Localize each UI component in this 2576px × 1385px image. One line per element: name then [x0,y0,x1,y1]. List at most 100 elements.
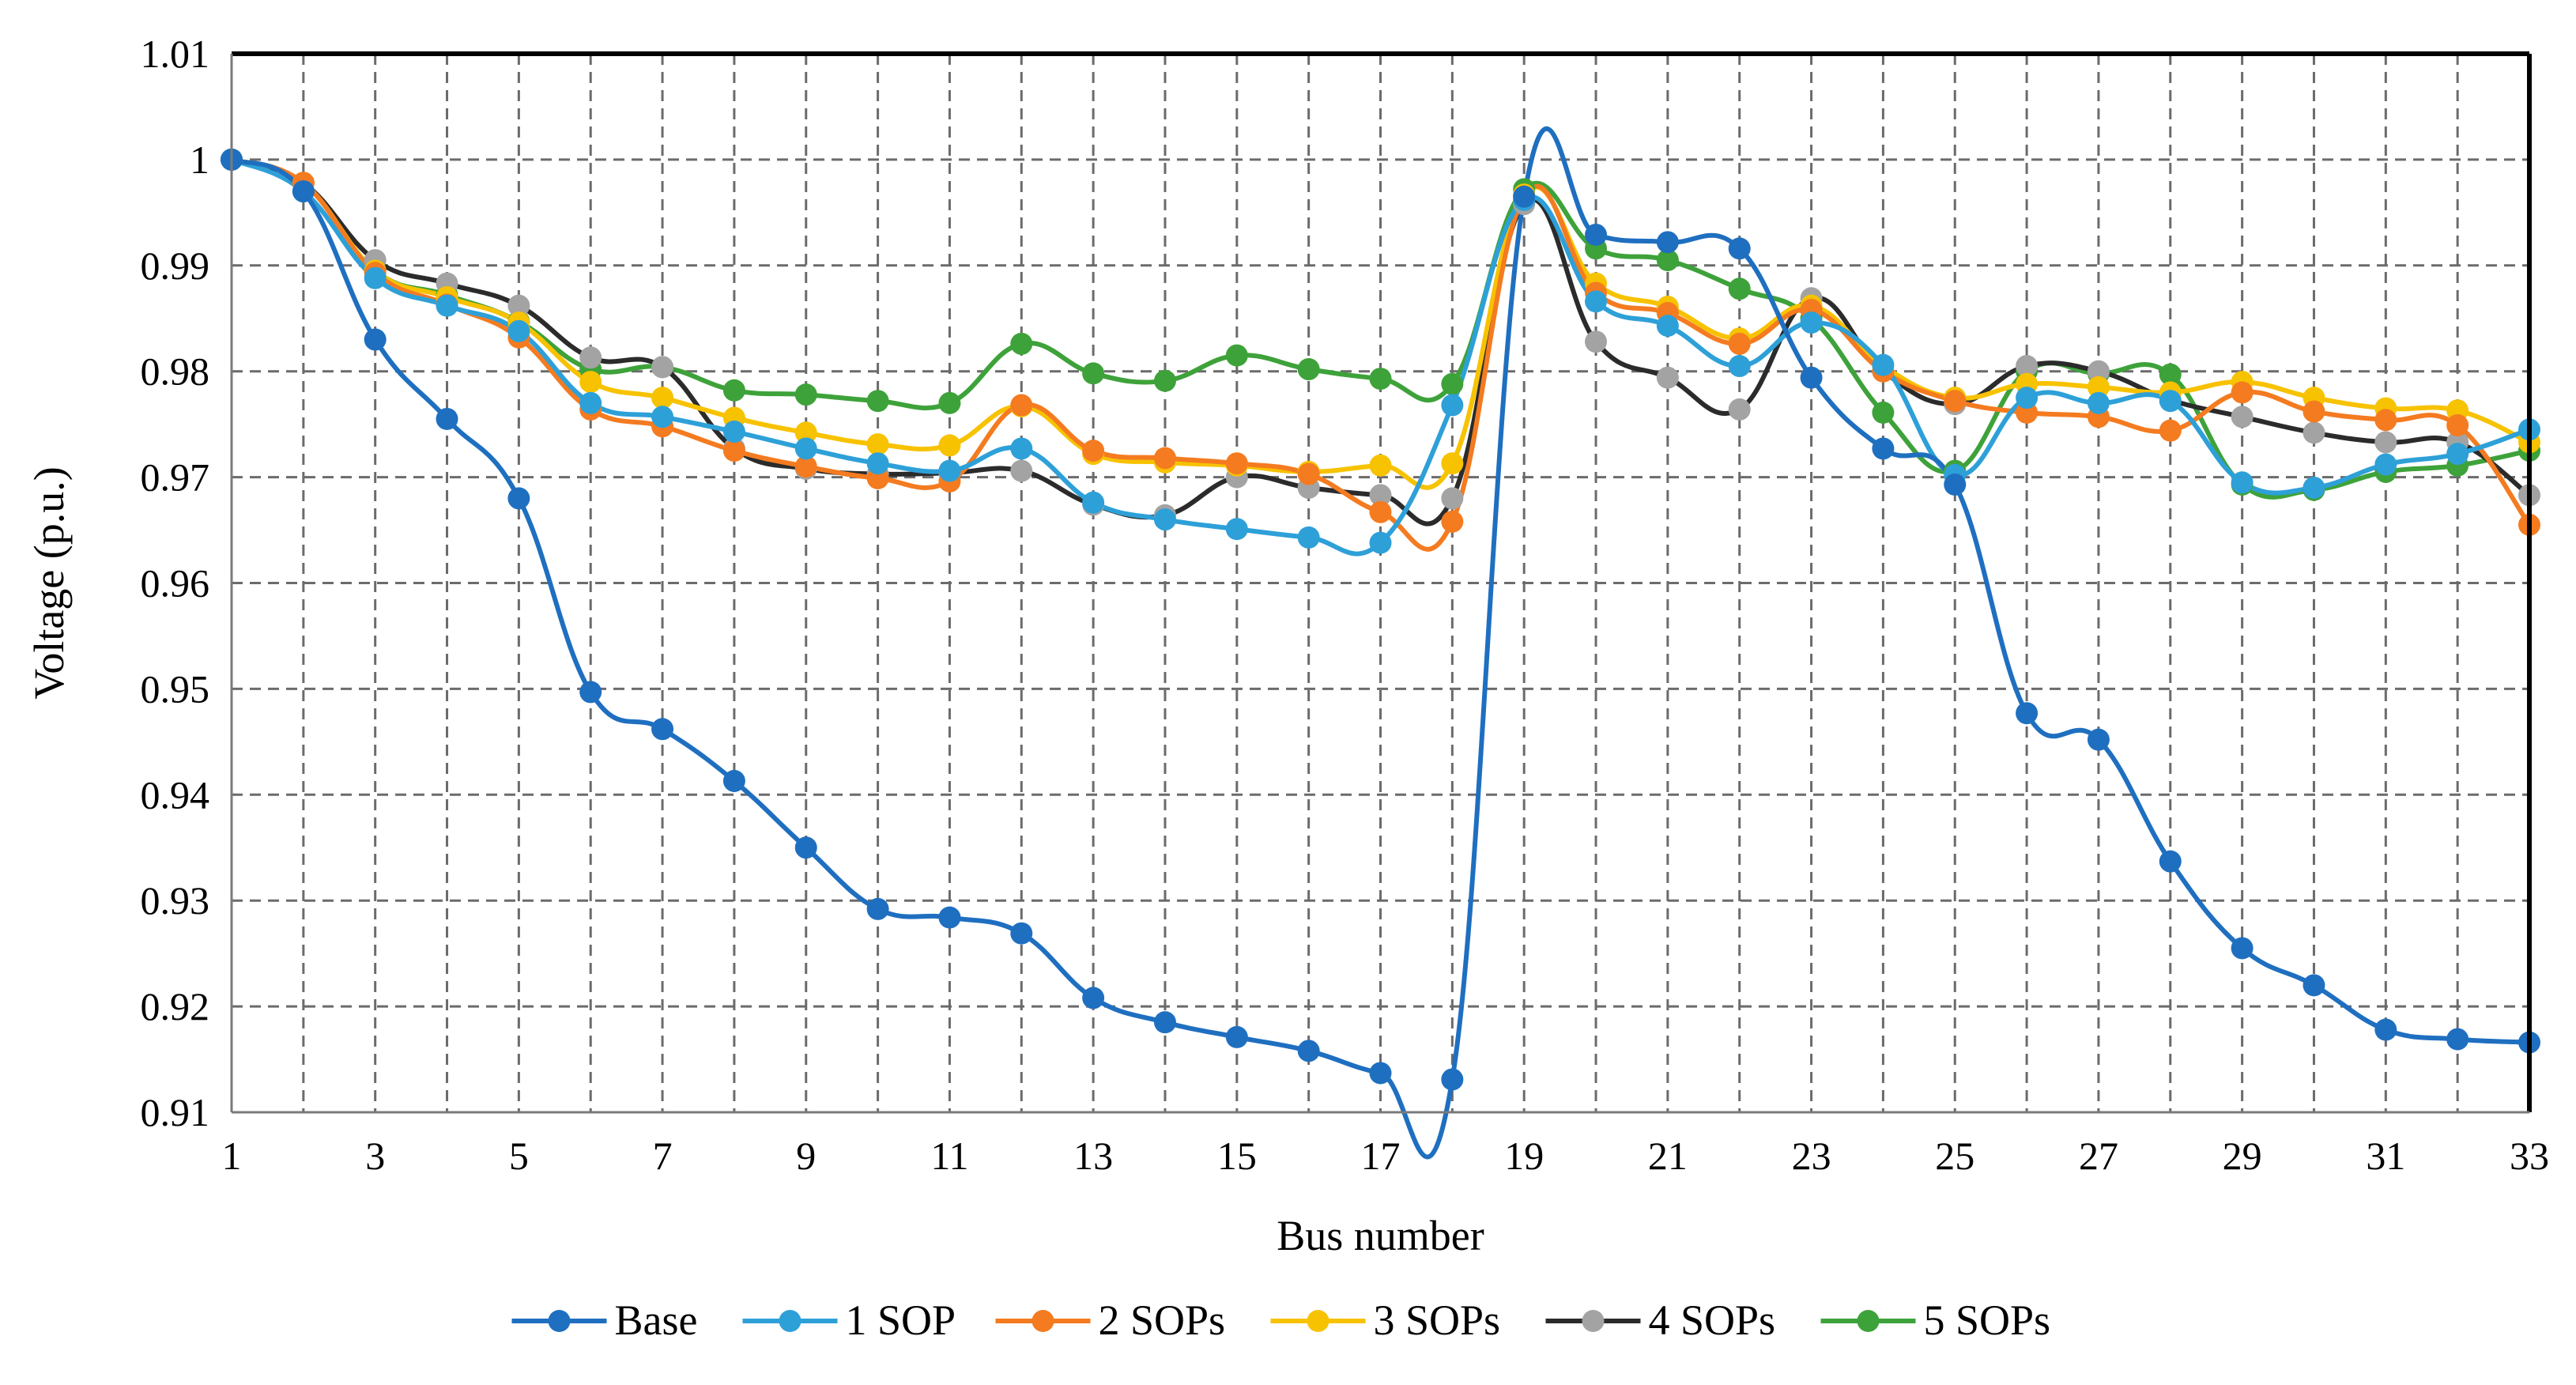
data-point-base [2016,702,2039,725]
data-point-1-sop [579,391,602,414]
data-point-4-sops [1010,459,1033,482]
data-point-5-sops [938,391,961,414]
x-tick-label: 7 [653,1134,673,1178]
data-point-2-sops [1010,394,1033,417]
x-tick-label: 5 [509,1134,529,1178]
data-point-1-sop [1297,526,1320,549]
data-point-base [2087,728,2110,751]
data-point-1-sop [938,459,961,482]
data-point-3-sops [651,387,674,409]
series-line-2-sops [229,157,2532,552]
y-tick-label: 1.01 [141,32,210,76]
data-point-5-sops [1225,344,1248,367]
x-tick-label: 29 [2223,1134,2262,1178]
data-point-3-sops [2087,375,2110,398]
legend-marker-4-sops [1582,1310,1605,1332]
plot-area-frame [230,51,2532,1114]
data-point-1-sop [1010,437,1033,460]
data-point-2-sops [2303,400,2325,423]
legend-marker-5-sops [1857,1310,1880,1332]
series-line-5-sops [229,157,2532,500]
y-tick-label: 0.94 [141,772,210,817]
data-point-1-sop [364,266,387,289]
data-point-1-sop [2446,443,2469,466]
data-point-1-sop [1872,353,1895,376]
x-tick-label: 11 [930,1134,968,1178]
data-point-1-sop [2016,387,2039,409]
data-point-base [794,836,817,859]
data-point-base [364,328,387,351]
data-point-base [1656,231,1679,254]
data-point-1-sop [1082,491,1105,514]
data-point-base [436,407,458,430]
data-point-1-sop [2159,390,2182,413]
data-point-1-sop [1225,518,1248,541]
data-point-4-sops [1441,487,1464,510]
data-point-1-sop [722,421,745,443]
data-point-base [2446,1028,2469,1051]
grid-lines [232,54,2529,1112]
x-tick-label: 1 [222,1134,242,1178]
data-point-4-sops [579,346,602,369]
data-point-1-sop [1441,394,1464,417]
data-point-2-sops [1441,510,1464,533]
data-point-2-sops [1153,447,1176,470]
data-point-5-sops [1441,372,1464,395]
data-point-1-sop [1153,508,1176,531]
y-tick-label: 0.95 [141,666,210,711]
data-point-2-sops [1728,332,1751,355]
legend-marker-2-sops [1032,1310,1054,1332]
data-point-5-sops [794,383,817,406]
data-point-1-sop [1728,355,1751,378]
x-tick-label: 15 [1217,1134,1257,1178]
x-tick-label: 13 [1073,1134,1113,1178]
data-point-5-sops [2159,363,2182,386]
y-tick-label: 0.93 [141,878,210,923]
y-tick-label: 0.98 [141,349,210,394]
data-point-4-sops [1656,366,1679,389]
data-point-3-sops [794,421,817,444]
x-tick-label: 33 [2510,1134,2549,1178]
data-point-base [1585,223,1608,246]
data-point-1-sop [436,294,458,317]
data-point-base [1513,185,1536,208]
data-point-4-sops [1728,398,1751,421]
data-point-1-sop [2303,476,2325,499]
data-point-base [722,769,745,792]
legend-marker-3-sops [1307,1310,1329,1332]
data-point-2-sops [2374,409,2397,432]
data-point-2-sops [1944,390,1967,413]
data-point-5-sops [1728,277,1751,300]
y-axis-title: Voltage (p.u.) [25,466,73,699]
data-point-4-sops [651,356,674,379]
y-axis-tick-labels: 0.91 0.92 0.93 0.94 0.95 0.96 0.97 0.98 0.99 1 1.0… [141,32,210,1134]
y-tick-label: 0.92 [141,984,210,1028]
y-tick-label: 0.99 [141,243,210,288]
series-lines [229,126,2532,1160]
data-point-5-sops [866,390,889,413]
data-point-5-sops [1153,369,1176,392]
data-point-1-sop [507,319,530,342]
data-point-base [1153,1011,1176,1034]
data-point-4-sops [1369,484,1392,507]
data-point-2-sops [1369,500,1392,523]
data-point-4-sops [1585,330,1608,353]
series-line-3-sops [229,157,2532,490]
data-point-3-sops [866,433,889,456]
x-tick-label: 17 [1361,1134,1401,1178]
data-point-2-sops [1225,452,1248,475]
y-tick-label: 1 [190,138,209,182]
data-point-4-sops [2087,360,2110,383]
data-point-5-sops [1369,368,1392,391]
data-point-2-sops [794,455,817,478]
series-markers [221,148,2540,1091]
data-point-1-sop [2231,471,2254,494]
data-point-1-sop [2374,453,2397,476]
data-point-5-sops [1297,358,1320,381]
data-point-5-sops [722,379,745,402]
data-point-3-sops [579,371,602,394]
legend-label-1-sop: 1 SOP [846,1296,956,1344]
legend-label-3-sops: 3 SOPs [1374,1296,1501,1344]
